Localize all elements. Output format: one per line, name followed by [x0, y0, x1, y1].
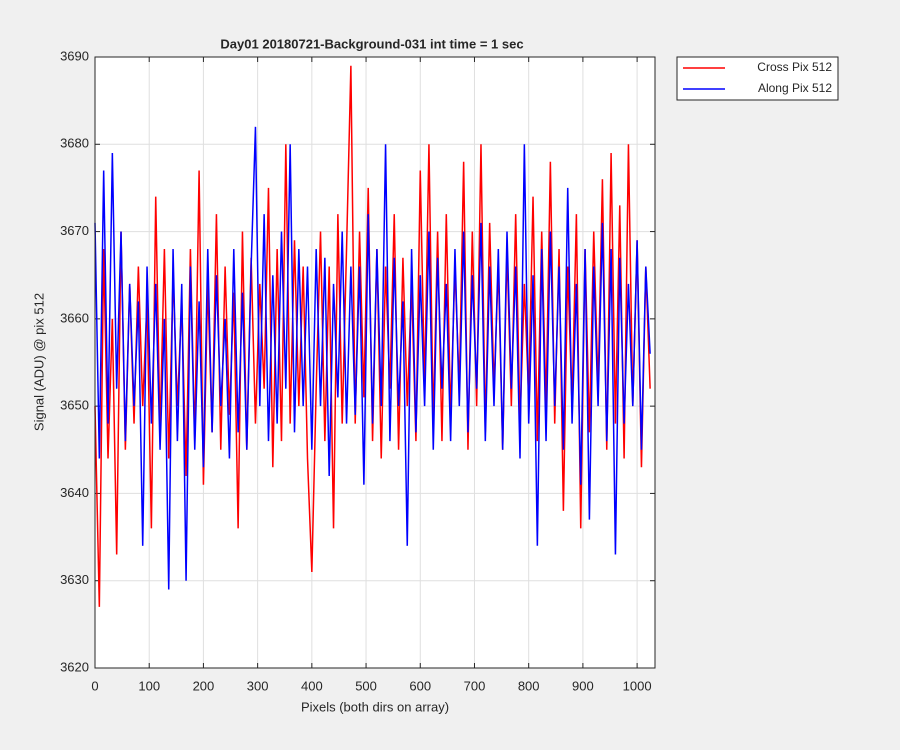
y-tick-label: 3660: [60, 310, 89, 325]
series-line: [94, 126, 651, 590]
y-tick-label: 3630: [60, 572, 89, 587]
y-tick-label: 3650: [60, 398, 89, 413]
y-tick-label: 3620: [60, 659, 89, 674]
x-tick-label: 0: [91, 678, 98, 693]
x-tick-label: 900: [572, 678, 594, 693]
legend-label: Along Pix 512: [758, 81, 832, 95]
y-tick-label: 3690: [60, 48, 89, 63]
x-axis-label: Pixels (both dirs on array): [301, 699, 449, 714]
x-tick-label: 600: [409, 678, 431, 693]
plot-frame: [94, 56, 656, 669]
x-tick-label: 500: [355, 678, 377, 693]
x-tick-label: 100: [138, 678, 160, 693]
x-tick-label: 800: [518, 678, 540, 693]
x-tick-label: 400: [301, 678, 323, 693]
legend-box: [676, 56, 839, 101]
legend-label: Cross Pix 512: [757, 60, 832, 74]
y-tick-label: 3640: [60, 485, 89, 500]
x-tick-label: 200: [193, 678, 215, 693]
y-axis-label: Signal (ADU) @ pix 512: [31, 293, 46, 431]
y-tick-label: 3670: [60, 223, 89, 238]
x-tick-label: 1000: [623, 678, 652, 693]
x-tick-label: 300: [247, 678, 269, 693]
x-tick-label: 700: [464, 678, 486, 693]
chart-title: Day01 20180721-Background-031 int time =…: [220, 36, 523, 51]
y-tick-label: 3680: [60, 136, 89, 151]
